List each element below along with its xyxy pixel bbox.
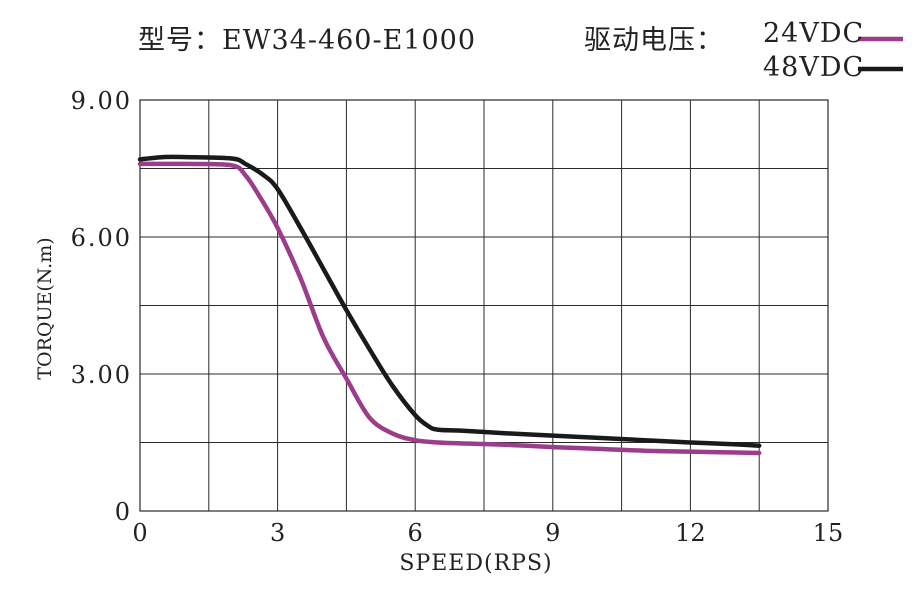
y-tick-label: 9.00 bbox=[71, 87, 132, 115]
y-tick-label: 0 bbox=[115, 498, 132, 526]
model-title: 型号：EW34-460-E1000 bbox=[138, 25, 477, 56]
axes: 0 3 6 9 12 15 0 3.00 6.00 9.00 SPEED(RPS) TORQUE(N.… bbox=[34, 87, 843, 576]
legend-label-24vdc: 24VDC bbox=[763, 18, 865, 49]
legend-label-48vdc: 48VDC bbox=[763, 52, 865, 83]
series-line-24vdc bbox=[137, 161, 762, 456]
x-tick-label: 0 bbox=[132, 519, 147, 547]
x-tick-label: 6 bbox=[408, 519, 423, 547]
x-tick-label: 15 bbox=[813, 519, 844, 547]
series-layer bbox=[137, 154, 762, 456]
y-axis-label: TORQUE(N.m) bbox=[34, 237, 56, 379]
series-line-48vdc bbox=[137, 154, 762, 448]
x-tick-label: 9 bbox=[545, 519, 560, 547]
y-tick-label: 6.00 bbox=[71, 224, 132, 252]
legend-lines bbox=[858, 36, 903, 72]
x-axis-label: SPEED(RPS) bbox=[399, 551, 552, 576]
voltage-label: 驱动电压： bbox=[584, 25, 724, 56]
plot-border bbox=[139, 99, 829, 512]
x-tick-label: 12 bbox=[675, 519, 706, 547]
x-tick-label: 3 bbox=[270, 519, 285, 547]
y-tick-label: 3.00 bbox=[71, 361, 132, 389]
